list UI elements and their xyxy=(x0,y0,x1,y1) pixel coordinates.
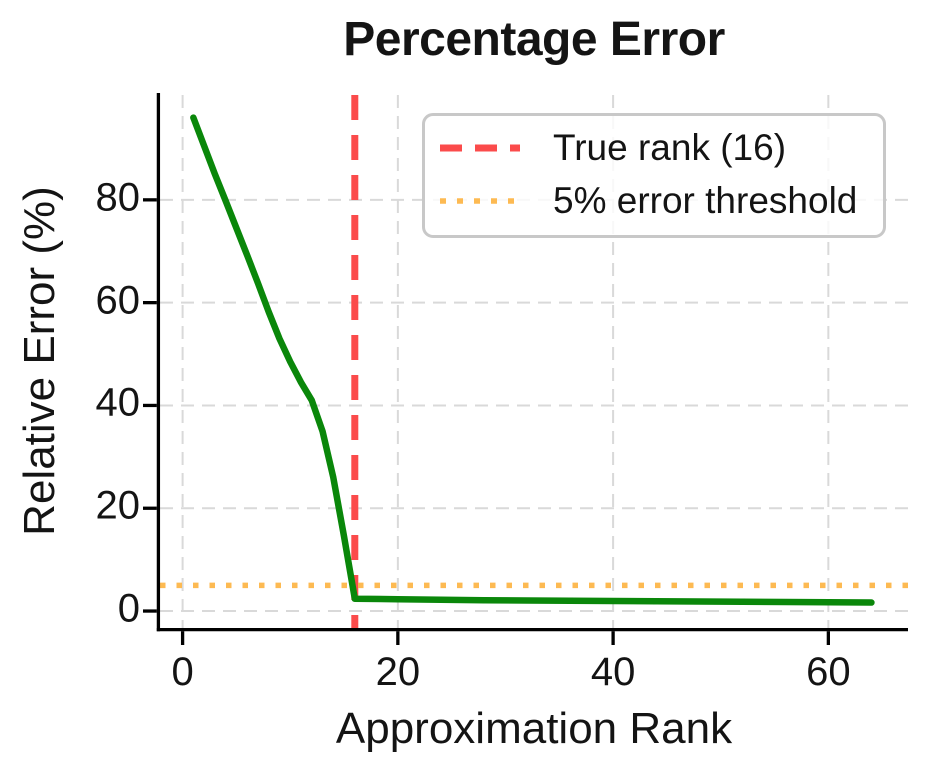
y-tick-label: 20 xyxy=(95,483,141,528)
x-axis-label: Approximation Rank xyxy=(335,704,733,753)
y-tick-label: 0 xyxy=(117,586,140,631)
x-tick-label: 20 xyxy=(375,650,421,694)
x-tick-label: 0 xyxy=(171,650,194,694)
chart-title: Percentage Error xyxy=(343,13,725,66)
y-tick-label: 60 xyxy=(95,278,141,323)
legend-item-true-rank: True rank (16) xyxy=(439,125,873,171)
series-line-relative-error xyxy=(190,114,875,606)
legend: True rank (16) 5% error threshold xyxy=(422,113,886,238)
y-tick-label: 80 xyxy=(95,175,141,220)
orange-dotted-line-icon xyxy=(440,198,520,204)
legend-item-error-threshold: 5% error threshold xyxy=(439,178,873,224)
x-tick-label: 60 xyxy=(806,650,851,694)
x-tick-label: 40 xyxy=(590,650,636,694)
y-axis-label: Relative Error (%) xyxy=(15,186,64,536)
y-tick-label: 40 xyxy=(95,381,141,426)
red-dashed-line-icon xyxy=(440,144,520,152)
legend-label: 5% error threshold xyxy=(553,179,858,221)
legend-label: True rank (16) xyxy=(553,127,787,169)
